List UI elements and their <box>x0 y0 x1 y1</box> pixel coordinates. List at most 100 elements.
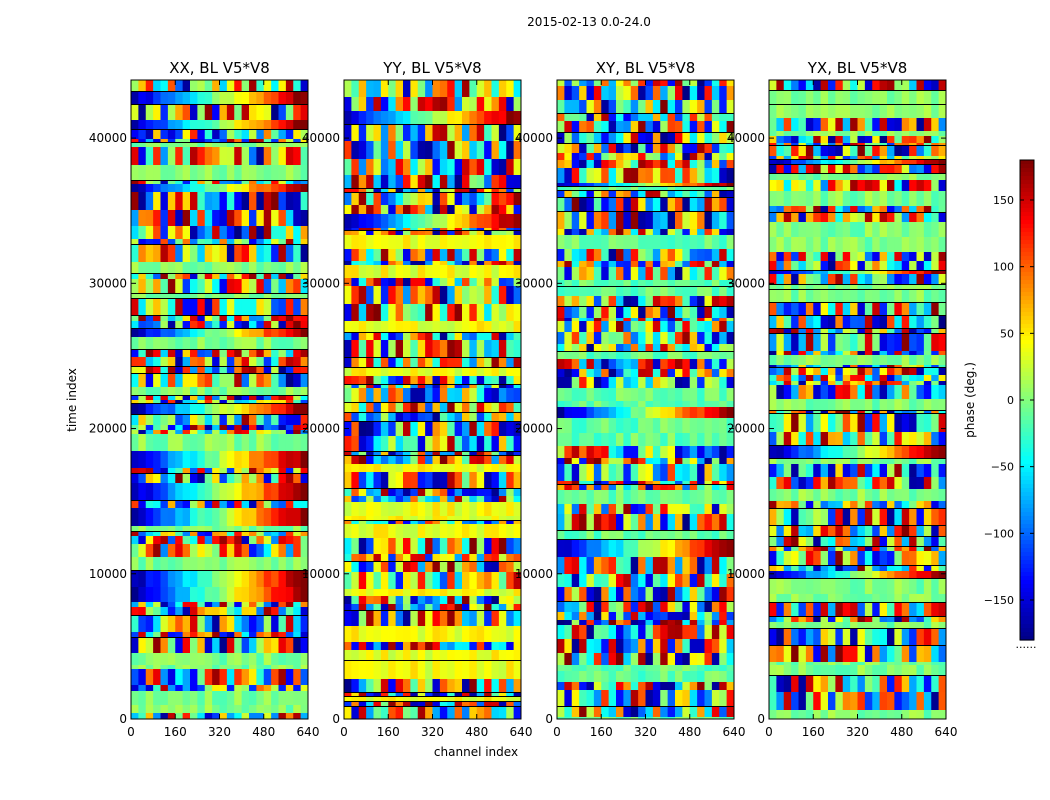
colorbar-segment <box>1020 416 1034 421</box>
colorbar-segment <box>1020 560 1034 565</box>
colorbar-segment <box>1020 164 1034 169</box>
y-tick-label: 10000 <box>727 567 765 581</box>
panel-title: XX, BL V5*V8 <box>169 59 270 77</box>
x-tick-label: 480 <box>890 725 913 739</box>
colorbar-segment <box>1020 300 1034 305</box>
colorbar-segment <box>1020 408 1034 413</box>
x-tick-label: 640 <box>723 725 746 739</box>
panel-1: YY, BL V5*V8 0 160 320 480 640 0 10000 20000 3000… <box>302 59 533 739</box>
colorbar-segment <box>1020 360 1034 365</box>
colorbar-segment <box>1020 256 1034 261</box>
panel-3: YX, BL V5*V8 0 160 320 480 640 0 10000 20000 3000… <box>727 59 958 739</box>
colorbar-segment <box>1020 444 1034 449</box>
colorbar-segment <box>1020 180 1034 185</box>
colorbar-segment <box>1020 196 1034 201</box>
colorbar-segment <box>1020 464 1034 469</box>
colorbar-segment <box>1020 440 1034 445</box>
y-tick-label: 30000 <box>727 276 765 290</box>
colorbar-segment <box>1020 568 1034 573</box>
panel-title: YY, BL V5*V8 <box>382 59 481 77</box>
phase-heatmap-2 <box>557 80 734 719</box>
colorbar-segment <box>1020 364 1034 369</box>
colorbar-segment <box>1020 228 1034 233</box>
x-tick-label: 0 <box>765 725 773 739</box>
x-tick-label: 0 <box>127 725 135 739</box>
colorbar-segment <box>1020 344 1034 349</box>
colorbar-segment <box>1020 248 1034 253</box>
y-tick-label: 30000 <box>515 276 553 290</box>
colorbar-segment <box>1020 536 1034 541</box>
colorbar-label: phase (deg.) <box>963 362 977 438</box>
colorbar-segment <box>1020 596 1034 601</box>
colorbar-segment <box>1020 184 1034 189</box>
colorbar-segment <box>1020 592 1034 597</box>
colorbar-segment <box>1020 616 1034 621</box>
colorbar-segment <box>1020 352 1034 357</box>
colorbar-segment <box>1020 556 1034 561</box>
y-axis-label: time index <box>65 368 79 432</box>
colorbar-segment <box>1020 412 1034 417</box>
colorbar-segment <box>1020 576 1034 581</box>
colorbar-segment <box>1020 452 1034 457</box>
colorbar-segment <box>1020 220 1034 225</box>
colorbar-segment <box>1020 368 1034 373</box>
colorbar-segment <box>1020 200 1034 205</box>
x-tick-label: 640 <box>297 725 320 739</box>
x-tick-label: 160 <box>802 725 825 739</box>
colorbar-segment <box>1020 284 1034 289</box>
colorbar-segment <box>1020 320 1034 325</box>
y-tick-label: 40000 <box>727 131 765 145</box>
x-tick-label: 480 <box>252 725 275 739</box>
colorbar-segment <box>1020 324 1034 329</box>
colorbar-segment <box>1020 588 1034 593</box>
panel-title: YX, BL V5*V8 <box>807 59 908 77</box>
colorbar-segment <box>1020 340 1034 345</box>
colorbar-segment <box>1020 348 1034 353</box>
colorbar-segment <box>1020 432 1034 437</box>
colorbar-segment <box>1020 208 1034 213</box>
colorbar-segment <box>1020 376 1034 381</box>
colorbar: 150 100 50 0 −50 −100 −150 <box>984 159 1035 641</box>
colorbar-segment <box>1020 608 1034 613</box>
x-tick-label: 480 <box>678 725 701 739</box>
y-tick-label: 40000 <box>515 131 553 145</box>
y-tick-label: 10000 <box>302 567 340 581</box>
colorbar-segment <box>1020 468 1034 473</box>
colorbar-segment <box>1020 436 1034 441</box>
colorbar-segment <box>1020 624 1034 629</box>
y-tick-label: 20000 <box>89 422 127 436</box>
colorbar-segment <box>1020 244 1034 249</box>
colorbar-segment <box>1020 272 1034 277</box>
phase-heatmap-1 <box>344 80 521 719</box>
colorbar-segment <box>1020 212 1034 217</box>
colorbar-segment <box>1020 176 1034 181</box>
colorbar-segment <box>1020 224 1034 229</box>
panel-title: XY, BL V5*V8 <box>596 59 696 77</box>
y-tick-label: 10000 <box>89 567 127 581</box>
x-tick-label: 160 <box>377 725 400 739</box>
colorbar-segment <box>1020 520 1034 525</box>
colorbar-segment <box>1020 316 1034 321</box>
colorbar-segment <box>1020 216 1034 221</box>
x-tick-label: 480 <box>465 725 488 739</box>
colorbar-segment <box>1020 604 1034 609</box>
colorbar-segment <box>1020 404 1034 409</box>
colorbar-segment <box>1020 392 1034 397</box>
colorbar-segment <box>1020 572 1034 577</box>
x-tick-label: 320 <box>421 725 444 739</box>
colorbar-segment <box>1020 428 1034 433</box>
colorbar-segment <box>1020 372 1034 377</box>
figure-title: 2015-02-13 0.0-24.0 <box>527 15 651 29</box>
colorbar-segment <box>1020 380 1034 385</box>
colorbar-segment <box>1020 160 1034 165</box>
colorbar-segment <box>1020 188 1034 193</box>
colorbar-segment <box>1020 312 1034 317</box>
colorbar-segment <box>1020 240 1034 245</box>
colorbar-tick-label: −150 <box>984 594 1014 607</box>
colorbar-segment <box>1020 636 1034 641</box>
colorbar-segment <box>1020 516 1034 521</box>
colorbar-segment <box>1020 308 1034 313</box>
x-tick-label: 0 <box>340 725 348 739</box>
colorbar-segment <box>1020 628 1034 633</box>
